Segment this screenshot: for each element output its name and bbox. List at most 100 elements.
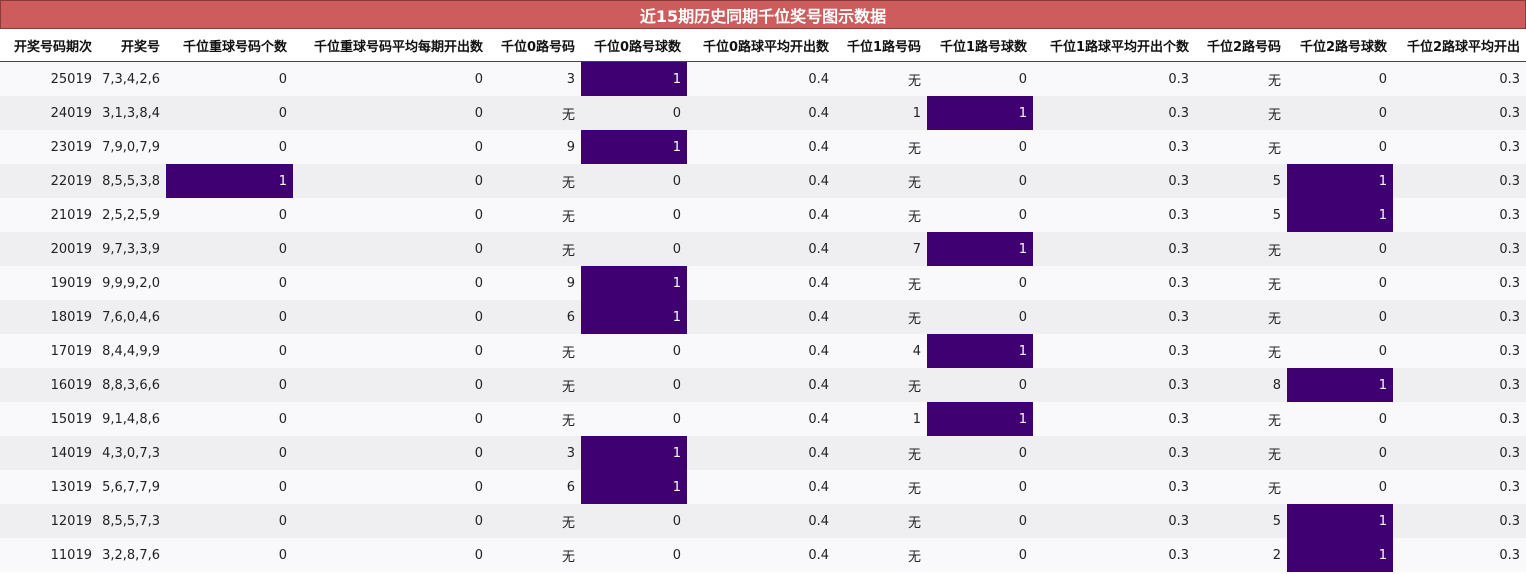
- column-header: 千位重球号码平均每期开出数: [293, 29, 489, 62]
- table-cell: 无: [1195, 61, 1287, 96]
- table-cell: 0: [927, 164, 1033, 198]
- table-title: 近15期历史同期千位奖号图示数据: [0, 0, 1526, 29]
- table-cell: 0.4: [687, 61, 835, 96]
- table-row: 23019 7,9,0,7,9 0 0 9 1 0.4 无 0 0.3 无 0 0.3: [0, 130, 1526, 164]
- table-row: 16019 8,8,3,6,6 0 0 无 0 0.4 无 0 0.3 8 1 0.3: [0, 368, 1526, 402]
- table-cell: 0.3: [1033, 402, 1195, 436]
- table-cell: 0: [293, 232, 489, 266]
- table-cell: 0: [166, 538, 293, 572]
- table-cell: 0.4: [687, 164, 835, 198]
- table-cell: 0: [1287, 470, 1393, 504]
- table-cell: 无: [835, 470, 927, 504]
- table-cell: 无: [835, 436, 927, 470]
- table-cell: 1: [1287, 504, 1393, 538]
- table-cell: 0.3: [1033, 504, 1195, 538]
- table-cell: 3,1,3,8,4: [98, 96, 166, 130]
- table-cell: 无: [489, 334, 581, 368]
- table-cell: 0: [166, 198, 293, 232]
- data-table: 开奖号码期次 开奖号 千位重球号码个数 千位重球号码平均每期开出数 千位0路号码 千位0路…: [0, 29, 1526, 572]
- table-cell: 4,3,0,7,3: [98, 436, 166, 470]
- table-cell: 9: [489, 266, 581, 300]
- table-cell: 1: [581, 470, 687, 504]
- table-cell: 0.3: [1033, 470, 1195, 504]
- table-cell: 8,5,5,3,8: [98, 164, 166, 198]
- table-cell: 1: [1287, 538, 1393, 572]
- table-cell: 0: [166, 61, 293, 96]
- table-cell: 0.3: [1033, 130, 1195, 164]
- table-cell: 无: [835, 130, 927, 164]
- table-cell: 1: [581, 436, 687, 470]
- table-cell: 无: [489, 538, 581, 572]
- table-cell: 2,5,2,5,9: [98, 198, 166, 232]
- table-cell: 0: [293, 61, 489, 96]
- table-cell: 7,9,0,7,9: [98, 130, 166, 164]
- table-cell: 16019: [0, 368, 98, 402]
- table-cell: 0: [293, 504, 489, 538]
- table-cell: 0: [1287, 266, 1393, 300]
- table-cell: 0.3: [1033, 61, 1195, 96]
- table-cell: 无: [835, 198, 927, 232]
- table-cell: 0.3: [1393, 232, 1526, 266]
- table-cell: 8: [1195, 368, 1287, 402]
- table-cell: 1: [1287, 368, 1393, 402]
- table-cell: 5: [1195, 504, 1287, 538]
- table-cell: 0.4: [687, 402, 835, 436]
- table-cell: 1: [835, 96, 927, 130]
- table-cell: 6: [489, 470, 581, 504]
- column-header: 千位2路号球数: [1287, 29, 1393, 62]
- table-row: 11019 3,2,8,7,6 0 0 无 0 0.4 无 0 0.3 2 1 0.3: [0, 538, 1526, 572]
- table-cell: 0: [927, 266, 1033, 300]
- table-cell: 0: [581, 164, 687, 198]
- table-cell: 0.3: [1393, 470, 1526, 504]
- table-cell: 0: [166, 402, 293, 436]
- table-cell: 0.3: [1393, 402, 1526, 436]
- table-cell: 1: [835, 402, 927, 436]
- table-cell: 0: [927, 61, 1033, 96]
- table-cell: 0.3: [1033, 266, 1195, 300]
- table-cell: 0: [927, 198, 1033, 232]
- table-cell: 3: [489, 61, 581, 96]
- table-cell: 0: [581, 368, 687, 402]
- table-cell: 0: [1287, 436, 1393, 470]
- table-cell: 无: [835, 300, 927, 334]
- table-cell: 0.3: [1033, 334, 1195, 368]
- table-cell: 0: [166, 96, 293, 130]
- table-cell: 0: [293, 334, 489, 368]
- table-cell: 0: [927, 130, 1033, 164]
- table-cell: 14019: [0, 436, 98, 470]
- table-cell: 3: [489, 436, 581, 470]
- table-cell: 3,2,8,7,6: [98, 538, 166, 572]
- table-cell: 0: [166, 300, 293, 334]
- table-cell: 0: [927, 470, 1033, 504]
- table-cell: 无: [835, 368, 927, 402]
- table-cell: 0: [293, 402, 489, 436]
- table-cell: 0.4: [687, 334, 835, 368]
- table-cell: 0: [1287, 334, 1393, 368]
- table-row: 24019 3,1,3,8,4 0 0 无 0 0.4 1 1 0.3 无 0 0.3: [0, 96, 1526, 130]
- table-cell: 无: [1195, 266, 1287, 300]
- table-cell: 15019: [0, 402, 98, 436]
- table-cell: 1: [927, 232, 1033, 266]
- table-cell: 0: [1287, 96, 1393, 130]
- table-cell: 无: [1195, 300, 1287, 334]
- table-cell: 0.4: [687, 504, 835, 538]
- table-cell: 0.3: [1033, 436, 1195, 470]
- table-cell: 0.3: [1033, 368, 1195, 402]
- table-cell: 19019: [0, 266, 98, 300]
- table-cell: 1: [581, 300, 687, 334]
- table-cell: 无: [835, 61, 927, 96]
- table-cell: 0.4: [687, 368, 835, 402]
- table-cell: 0.3: [1393, 61, 1526, 96]
- table-cell: 无: [1195, 232, 1287, 266]
- table-cell: 0.4: [687, 538, 835, 572]
- table-cell: 0: [927, 436, 1033, 470]
- table-cell: 1: [927, 402, 1033, 436]
- table-cell: 0: [293, 368, 489, 402]
- table-cell: 7,3,4,2,6: [98, 61, 166, 96]
- table-cell: 7,6,0,4,6: [98, 300, 166, 334]
- column-header: 千位0路球平均开出数: [687, 29, 835, 62]
- table-cell: 4: [835, 334, 927, 368]
- table-cell: 0: [581, 504, 687, 538]
- column-header: 千位1路号球数: [927, 29, 1033, 62]
- table-cell: 无: [1195, 470, 1287, 504]
